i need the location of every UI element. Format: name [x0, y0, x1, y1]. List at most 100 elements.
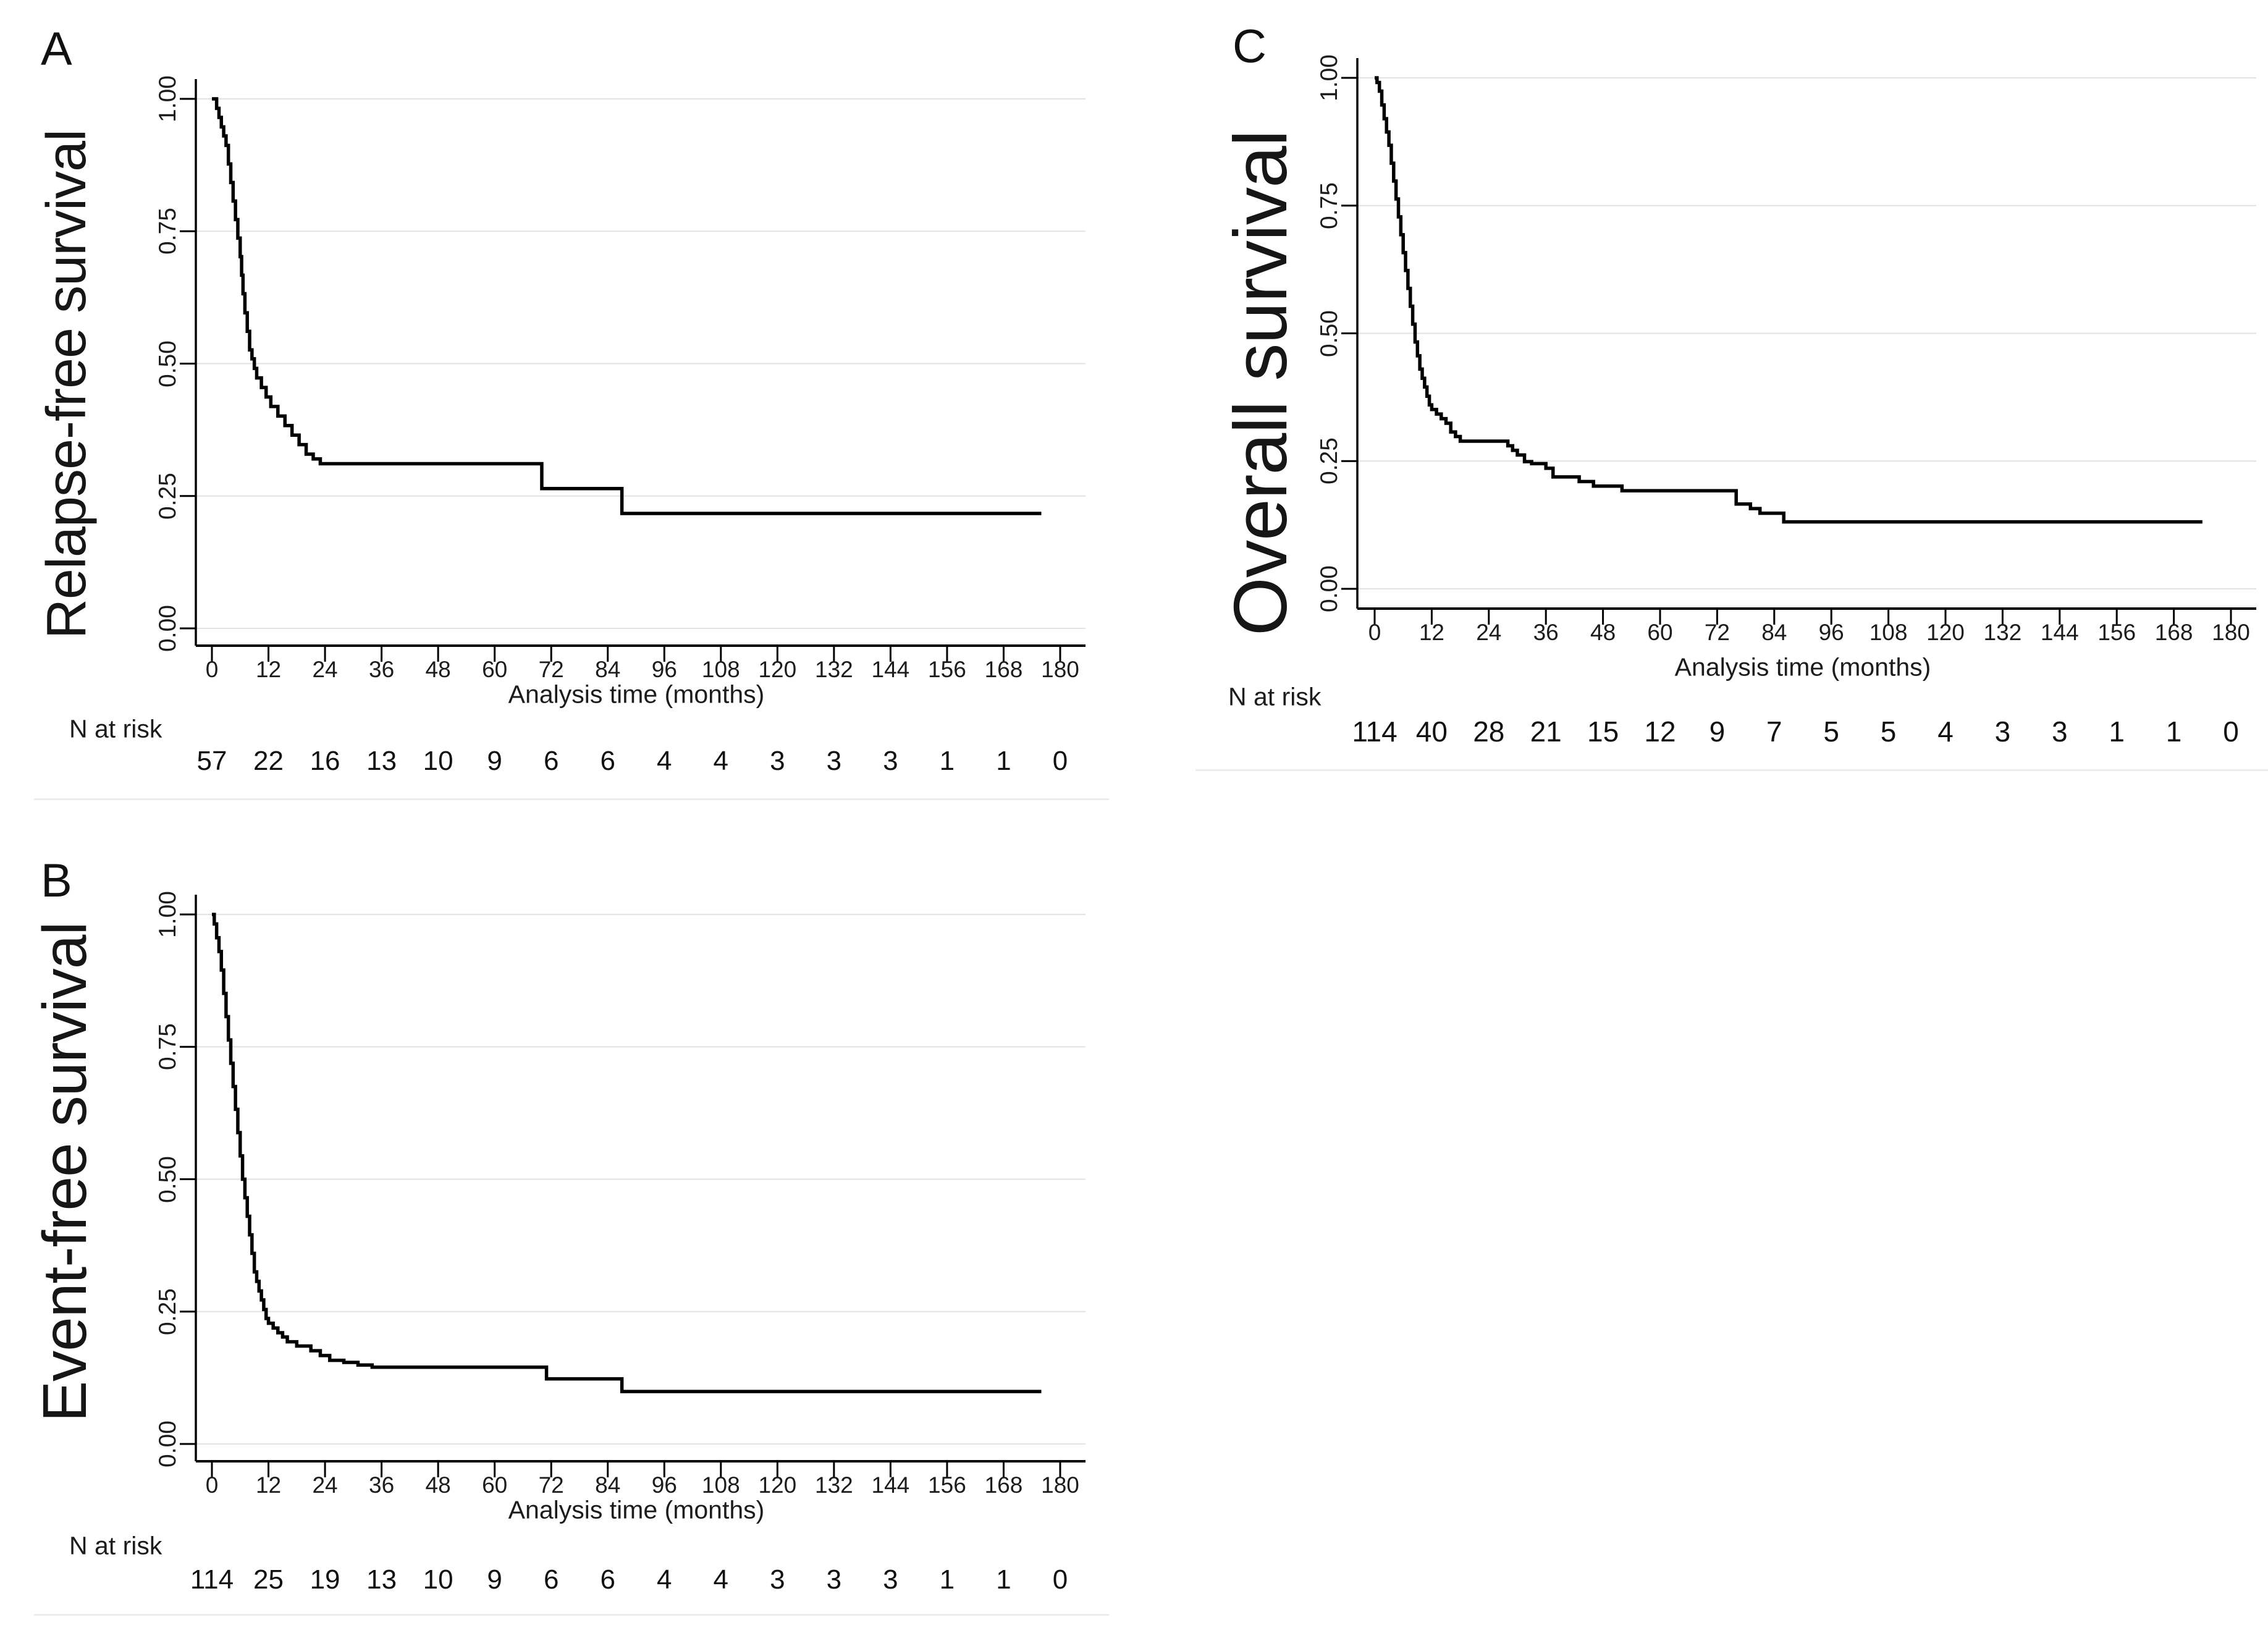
- km-plot-a: [180, 79, 1086, 662]
- y-tick-label: 1.00: [154, 75, 181, 122]
- x-tick-label: 0: [205, 657, 219, 682]
- risk-count: 57: [196, 746, 227, 776]
- risk-count: 1: [939, 746, 955, 776]
- n-at-risk-label: N at risk: [69, 1531, 162, 1560]
- risk-count: 12: [1644, 715, 1676, 748]
- x-tick-label: 168: [984, 657, 1023, 682]
- x-tick-label: 48: [1590, 620, 1616, 645]
- risk-count: 28: [1473, 715, 1505, 748]
- x-tick-label: 48: [425, 1472, 451, 1498]
- x-tick-label: 96: [1818, 620, 1844, 645]
- risk-count: 15: [1587, 715, 1619, 748]
- y-tick-label: 0.25: [1316, 437, 1343, 485]
- risk-count: 5: [1880, 715, 1897, 748]
- risk-count: 4: [657, 746, 672, 776]
- risk-count: 3: [770, 1564, 785, 1595]
- x-tick-label: 108: [701, 1472, 740, 1498]
- x-tick-label: 36: [369, 657, 395, 682]
- panel-divider: [34, 798, 1109, 800]
- km-plot-b: [180, 895, 1086, 1477]
- x-tick-label: 24: [312, 1472, 338, 1498]
- y-tick-label: 0.25: [154, 1288, 181, 1335]
- x-tick-label: 180: [1041, 657, 1079, 682]
- x-tick-label: 84: [1761, 620, 1787, 645]
- x-tick-label: 72: [538, 657, 564, 682]
- panel-letter: C: [1233, 20, 1267, 73]
- y-tick-label: 0.75: [154, 1023, 181, 1071]
- y-tick-label: 0.75: [1316, 182, 1343, 229]
- x-tick-label: 48: [425, 657, 451, 682]
- x-tick-label: 36: [1533, 620, 1559, 645]
- y-tick-label: 0.00: [154, 1420, 181, 1467]
- x-tick-label: 168: [2154, 620, 2193, 645]
- x-tick-label: 60: [482, 657, 508, 682]
- x-tick-label: 96: [651, 657, 677, 682]
- risk-count: 22: [253, 746, 284, 776]
- risk-count: 3: [883, 746, 898, 776]
- panel-divider: [34, 1614, 1109, 1616]
- x-tick-label: 132: [814, 1472, 853, 1498]
- risk-count: 3: [1994, 715, 2011, 748]
- x-tick-label: 24: [1476, 620, 1502, 645]
- x-tick-label: 132: [814, 657, 853, 682]
- risk-count: 21: [1530, 715, 1562, 748]
- x-tick-label: 120: [758, 657, 797, 682]
- x-axis-title: Analysis time (months): [508, 1495, 765, 1524]
- y-tick-label: 1.00: [154, 891, 181, 938]
- y-tick-label: 0.50: [154, 340, 181, 387]
- panel-a: A Relapse-free survival Analysis time (m…: [0, 0, 1149, 805]
- y-tick-label: 0.50: [154, 1155, 181, 1203]
- x-axis-title: Analysis time (months): [508, 680, 765, 709]
- x-tick-label: 180: [1041, 1472, 1079, 1498]
- x-tick-label: 132: [1983, 620, 2022, 645]
- km-plot-c: [1341, 58, 2256, 625]
- risk-count: 10: [423, 746, 453, 776]
- x-tick-label: 12: [255, 657, 282, 682]
- x-tick-label: 60: [1647, 620, 1673, 645]
- risk-count: 4: [713, 746, 729, 776]
- risk-count: 0: [1052, 1564, 1068, 1595]
- km-curve-b: [212, 913, 1042, 1393]
- x-tick-label: 108: [701, 657, 740, 682]
- km-curve-a: [212, 97, 1042, 515]
- risk-count: 3: [826, 1564, 842, 1595]
- y-tick-label: 0.25: [154, 472, 181, 520]
- risk-count: 6: [543, 1564, 559, 1595]
- x-tick-label: 0: [205, 1472, 219, 1498]
- risk-count: 40: [1415, 715, 1448, 748]
- y-tick-label: 1.00: [1316, 54, 1343, 101]
- panel-c: C Overall survival Analysis time (months…: [1174, 0, 2268, 809]
- risk-count: 114: [1352, 715, 1397, 748]
- x-tick-label: 156: [928, 657, 966, 682]
- risk-count: 3: [770, 746, 785, 776]
- y-tick-label: 0.00: [1316, 565, 1343, 612]
- risk-count: 5: [1823, 715, 1839, 748]
- y-tick-label: 0.50: [1316, 310, 1343, 357]
- risk-count: 4: [657, 1564, 672, 1595]
- risk-count: 6: [600, 1564, 615, 1595]
- x-tick-label: 72: [1704, 620, 1730, 645]
- risk-count: 1: [2165, 715, 2182, 748]
- x-tick-label: 144: [2040, 620, 2079, 645]
- n-at-risk-label: N at risk: [69, 714, 162, 743]
- x-tick-label: 0: [1368, 620, 1381, 645]
- x-tick-label: 156: [2097, 620, 2136, 645]
- x-tick-label: 36: [369, 1472, 395, 1498]
- risk-count: 0: [2223, 715, 2239, 748]
- n-at-risk-label: N at risk: [1228, 682, 1322, 711]
- risk-count: 3: [883, 1564, 898, 1595]
- x-tick-label: 120: [1926, 620, 1965, 645]
- x-tick-label: 24: [312, 657, 338, 682]
- x-tick-label: 12: [255, 1472, 282, 1498]
- panel-divider: [1195, 769, 2268, 771]
- risk-count: 4: [713, 1564, 729, 1595]
- risk-count: 1: [996, 746, 1011, 776]
- risk-count: 25: [253, 1564, 284, 1595]
- risk-count: 1: [939, 1564, 955, 1595]
- y-tick-label: 0.00: [154, 605, 181, 652]
- risk-count: 1: [996, 1564, 1011, 1595]
- x-tick-label: 84: [595, 1472, 621, 1498]
- risk-count: 16: [310, 746, 340, 776]
- risk-count: 7: [1766, 715, 1782, 748]
- risk-count: 114: [190, 1564, 234, 1595]
